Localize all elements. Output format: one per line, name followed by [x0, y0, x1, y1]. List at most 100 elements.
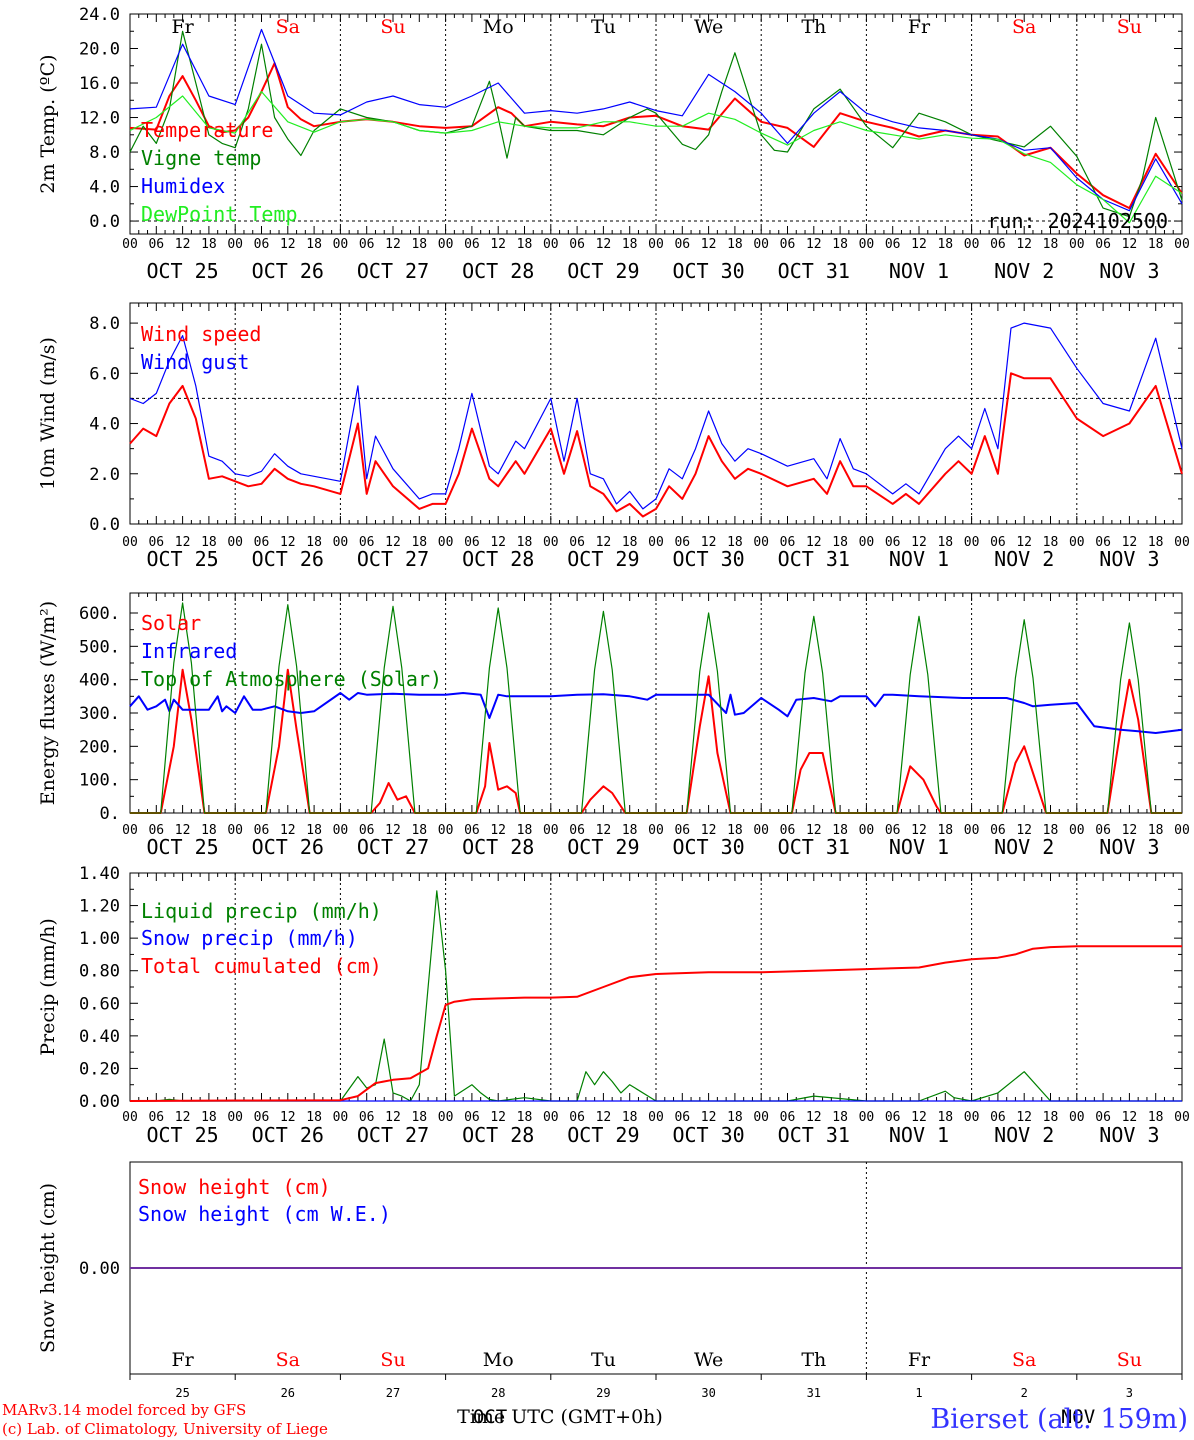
weekday-label: Sa: [276, 16, 300, 38]
hour-tick-label: 12: [280, 535, 296, 550]
day-number-label: 1: [915, 1386, 922, 1400]
hour-tick-label: 00: [543, 535, 559, 550]
legend-entry: Snow height (cm W.E.): [138, 1202, 391, 1226]
y-tick-label: 0.0: [89, 212, 120, 232]
hour-tick-label: 12: [280, 823, 296, 838]
hour-tick-label: 18: [411, 1110, 427, 1125]
hour-tick-label: 12: [1016, 1110, 1032, 1125]
y-axis-label: Energy fluxes (W/m²): [37, 601, 59, 805]
hour-tick-label: 06: [990, 237, 1006, 252]
series-line-wind-speed: [129, 372, 1183, 518]
hour-tick-label: 06: [359, 1110, 375, 1125]
hour-tick-label: 06: [780, 237, 796, 252]
hour-tick-label: 18: [1043, 1110, 1059, 1125]
hour-tick-label: 00: [648, 1110, 664, 1125]
hour-tick-label: 18: [306, 237, 322, 252]
weekday-label: Mo: [483, 16, 514, 38]
legend-entry: Total cumulated (cm): [141, 954, 382, 978]
hour-tick-label: 00: [1069, 237, 1085, 252]
y-axis-label: 2m Temp. (ºC): [37, 54, 59, 193]
date-label: NOV 3: [1099, 1123, 1159, 1147]
hour-tick-label: 12: [175, 535, 191, 550]
weekday-label: Su: [1117, 1349, 1142, 1371]
y-tick-label: 2.0: [89, 465, 120, 485]
hour-tick-label: 12: [1016, 237, 1032, 252]
hour-tick-label: 00: [753, 535, 769, 550]
hour-tick-label: 06: [464, 823, 480, 838]
hour-tick-label: 00: [438, 237, 454, 252]
y-tick-label: 400.: [79, 671, 120, 691]
date-label: OCT 31: [778, 1123, 850, 1147]
hour-tick-label: 06: [254, 535, 270, 550]
hour-tick-label: 18: [1043, 237, 1059, 252]
date-label: OCT 31: [778, 259, 850, 283]
date-label: OCT 28: [462, 547, 534, 571]
hour-tick-label: 00: [333, 237, 349, 252]
y-tick-label: 0.0: [89, 515, 120, 535]
legend-entry: Humidex: [141, 174, 225, 198]
date-label: OCT 25: [146, 835, 218, 859]
hour-tick-label: 00: [753, 1110, 769, 1125]
legend-entry: Snow height (cm): [138, 1175, 331, 1199]
hour-tick-label: 06: [148, 1110, 164, 1125]
date-label: OCT 29: [567, 259, 639, 283]
hour-tick-label: 12: [596, 535, 612, 550]
hour-tick-label: 06: [674, 1110, 690, 1125]
y-tick-label: 1.00: [79, 929, 120, 949]
hour-tick-label: 06: [885, 535, 901, 550]
hour-tick-label: 18: [622, 535, 638, 550]
hour-tick-label: 18: [832, 823, 848, 838]
hour-tick-label: 12: [911, 823, 927, 838]
credit-line: (c) Lab. of Climatology, University of L…: [2, 1420, 328, 1438]
legend-entry: Temperature: [141, 118, 273, 142]
hour-tick-label: 06: [359, 535, 375, 550]
hour-tick-label: 06: [674, 535, 690, 550]
hour-tick-label: 00: [1069, 823, 1085, 838]
hour-tick-label: 00: [859, 1110, 875, 1125]
legend-entry: Solar: [141, 611, 201, 635]
hour-tick-label: 18: [517, 535, 533, 550]
hour-tick-label: 18: [1043, 535, 1059, 550]
date-label: OCT 27: [357, 547, 429, 571]
date-label: OCT 27: [357, 259, 429, 283]
hour-tick-label: 06: [990, 535, 1006, 550]
weekday-label: We: [694, 16, 723, 38]
date-label: NOV 2: [994, 259, 1054, 283]
hour-tick-label: 12: [806, 823, 822, 838]
hour-tick-label: 00: [122, 823, 138, 838]
y-tick-label: 1.40: [79, 864, 120, 884]
weekday-label: We: [694, 1349, 723, 1371]
hour-tick-label: 00: [333, 823, 349, 838]
hour-tick-label: 18: [1043, 823, 1059, 838]
hour-tick-label: 18: [727, 1110, 743, 1125]
month-label-oct: OCT: [473, 1406, 507, 1428]
hour-tick-label: 18: [622, 1110, 638, 1125]
hour-tick-label: 00: [648, 237, 664, 252]
hour-tick-label: 12: [596, 1110, 612, 1125]
hour-tick-label: 12: [596, 237, 612, 252]
y-tick-label: 8.0: [89, 143, 120, 163]
hour-tick-label: 00: [648, 535, 664, 550]
date-label: NOV 1: [889, 835, 949, 859]
date-label: OCT 28: [462, 835, 534, 859]
hour-tick-label: 18: [1148, 237, 1164, 252]
y-tick-label: 0.20: [79, 1059, 120, 1079]
hour-tick-label: 18: [201, 823, 217, 838]
date-label: OCT 27: [357, 835, 429, 859]
month-label-nov: NOV: [1061, 1406, 1095, 1428]
series-line-dewpoint-temp: [129, 90, 1183, 224]
weekday-label: Fr: [171, 16, 194, 38]
hour-tick-label: 06: [780, 1110, 796, 1125]
y-tick-label: 4.0: [89, 415, 120, 435]
weekday-label: Sa: [1012, 16, 1036, 38]
day-number-label: 2: [1021, 1386, 1028, 1400]
hour-tick-label: 00: [227, 237, 243, 252]
hour-tick-label: 12: [911, 1110, 927, 1125]
hour-tick-label: 12: [596, 823, 612, 838]
y-tick-label: 0.80: [79, 962, 120, 982]
hour-tick-label: 18: [411, 237, 427, 252]
station-name: Bierset (alt. 159m): [930, 1404, 1188, 1435]
y-axis-label: Snow height (cm): [37, 1183, 59, 1353]
date-label: NOV 1: [889, 547, 949, 571]
